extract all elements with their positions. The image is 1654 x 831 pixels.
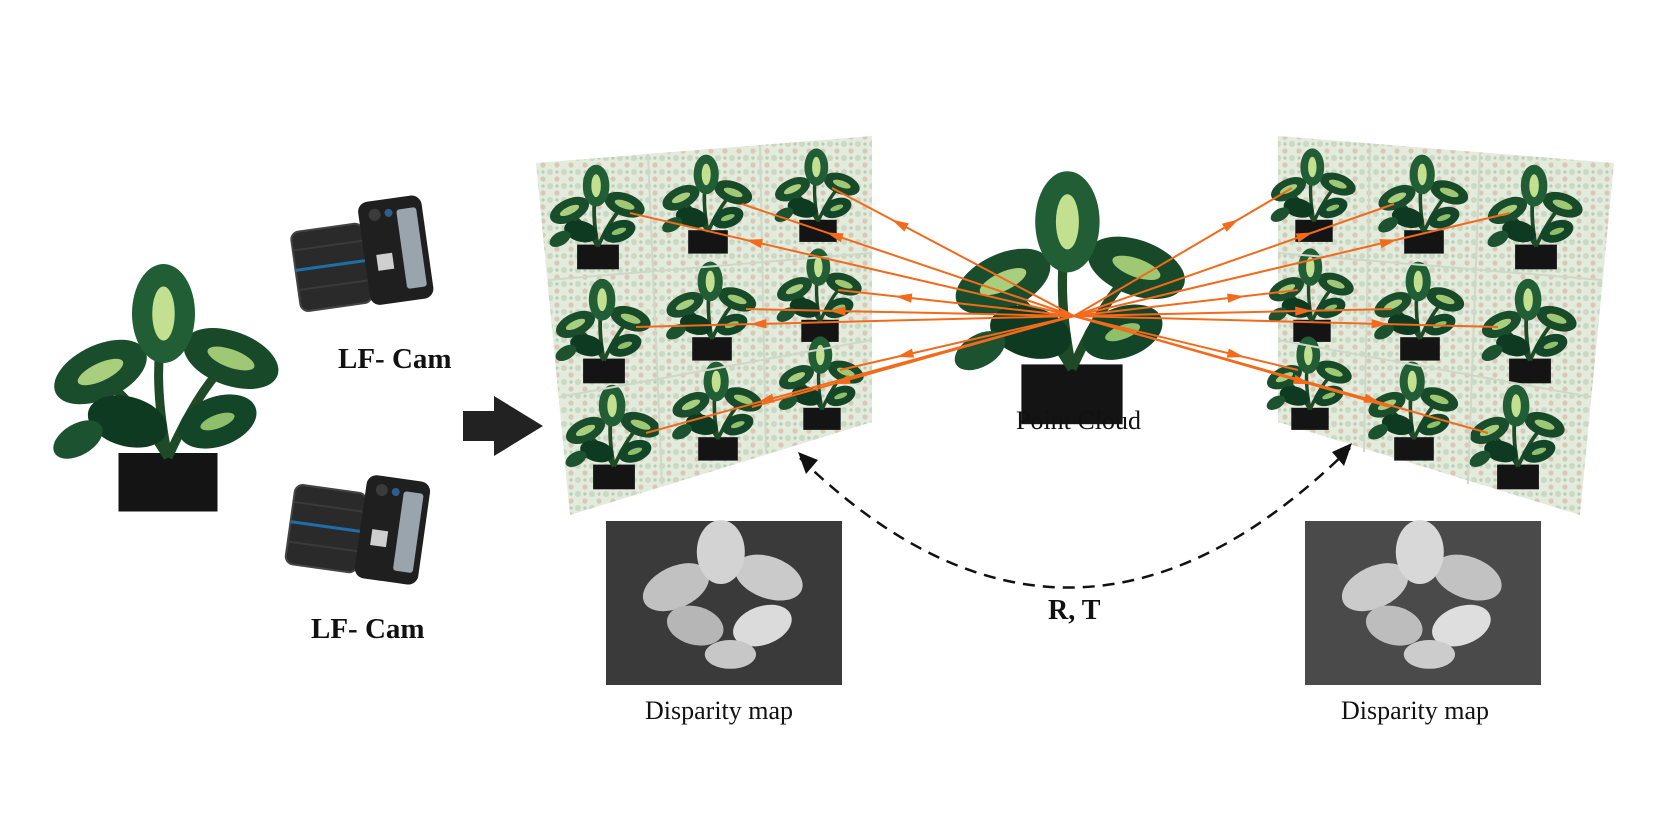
- left-ray-arrowhead-2: [826, 232, 844, 243]
- transform-arc: [799, 447, 1351, 589]
- left-ray-8: [751, 315, 1075, 408]
- right-ray-2: [1073, 203, 1395, 317]
- left-ray-3: [831, 187, 1075, 317]
- point-cloud-plant: [945, 171, 1193, 424]
- right-ray-5: [1073, 308, 1393, 317]
- camera-label-top: LF- Cam: [338, 343, 452, 375]
- plant-icon: [44, 264, 287, 512]
- left-ray-6: [837, 289, 1075, 317]
- right-ray-arrowhead-9: [1363, 393, 1381, 403]
- process-arrow-icon: [463, 396, 543, 456]
- arc-arrowhead-right: [1332, 443, 1352, 466]
- left-ray-arrowhead-3: [891, 219, 909, 232]
- right-ray-3: [1073, 212, 1511, 317]
- right-ray-4: [1073, 289, 1299, 317]
- right-ray-arrowhead-6: [1371, 319, 1389, 329]
- right-ray-arrowhead-3: [1379, 239, 1397, 249]
- left-ray-arrowhead-6: [895, 293, 913, 303]
- projection-rays: [629, 187, 1511, 434]
- left-ray-arrowhead-5: [828, 306, 846, 316]
- right-ray-9: [1073, 315, 1489, 434]
- right-ray-arrowhead-1: [1221, 219, 1239, 232]
- left-ray-2: [741, 203, 1075, 317]
- right-ray-arrowhead-5: [1295, 306, 1312, 316]
- left-ray-arrowhead-9: [896, 348, 915, 358]
- right-ray-7: [1073, 315, 1299, 371]
- arc-arrowhead-left: [798, 452, 818, 474]
- disparity-map-left: [606, 520, 842, 685]
- left-ray-arrowhead-8: [833, 374, 851, 384]
- transform-label: R, T: [1048, 595, 1101, 626]
- left-ray-9: [839, 315, 1075, 371]
- right-ray-1: [1073, 187, 1293, 317]
- right-ray-arrowhead-4: [1227, 293, 1245, 303]
- point-cloud-label: Point Cloud: [1016, 406, 1141, 435]
- left-ray-arrowhead-7: [757, 393, 775, 403]
- left-ray-arrowhead-4: [749, 319, 767, 329]
- disparity-map-left-label: Disparity map: [645, 696, 794, 725]
- disparity-map-right-label: Disparity map: [1341, 696, 1490, 725]
- right-ray-6: [1073, 315, 1499, 328]
- camera-icon: [286, 192, 437, 318]
- right-ray-arrowhead-7: [1226, 348, 1245, 358]
- left-ray-1: [629, 212, 1075, 317]
- right-ray-arrowhead-2: [1295, 232, 1313, 243]
- camera-label-bottom: LF- Cam: [311, 613, 425, 645]
- left-ray-5: [745, 308, 1075, 317]
- disparity-map-right: [1305, 520, 1541, 685]
- left-ray-4: [635, 315, 1075, 328]
- camera-icon: [282, 462, 433, 588]
- left-ray-arrowhead-1: [745, 239, 763, 249]
